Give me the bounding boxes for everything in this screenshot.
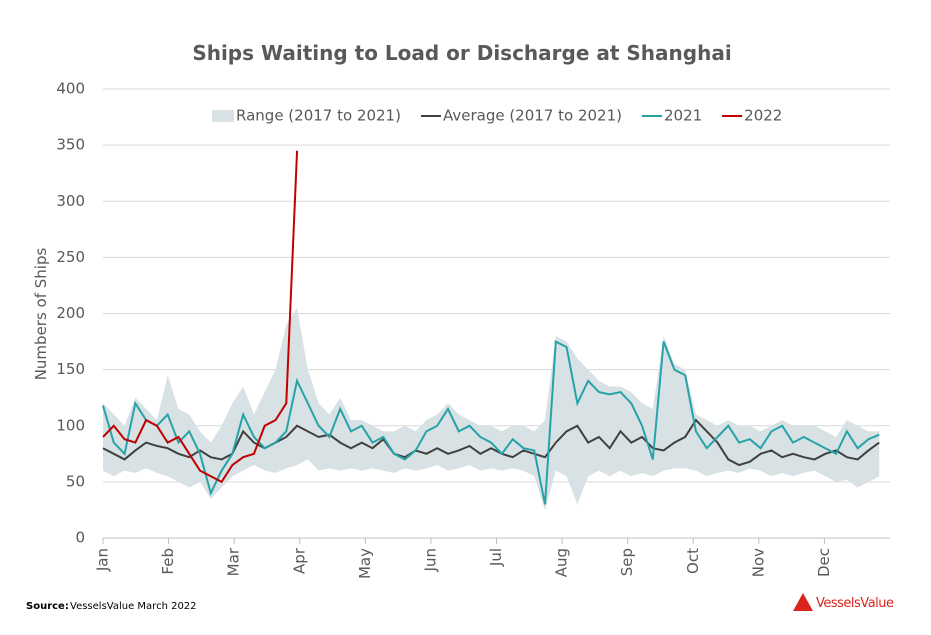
logo: VesselsValue xyxy=(816,596,894,611)
legend-swatch xyxy=(212,110,234,122)
y-tick-label: 300 xyxy=(56,192,85,210)
logo-icon xyxy=(793,593,813,611)
x-tick-label: Dec xyxy=(815,548,833,577)
x-tick-label: Sep xyxy=(618,548,636,576)
x-tick-label: May xyxy=(356,548,374,579)
y-tick-label: 200 xyxy=(56,304,85,322)
legend-label: 2021 xyxy=(664,107,702,125)
legend-label: Average (2017 to 2021) xyxy=(443,107,622,125)
source-label: Source: xyxy=(26,601,69,612)
source: VesselsValue March 2022 xyxy=(70,601,197,612)
x-tick-label: Feb xyxy=(159,548,177,575)
legend-label: 2022 xyxy=(744,107,782,125)
y-axis-label: Numbers of Ships xyxy=(32,248,50,381)
y-tick-label: 0 xyxy=(75,529,85,547)
x-tick-label: Jan xyxy=(94,548,112,572)
y-tick-label: 50 xyxy=(66,472,85,490)
y-tick-label: 400 xyxy=(56,80,85,98)
range-band xyxy=(103,307,880,510)
x-tick-label: Jul xyxy=(487,548,505,567)
x-tick-label: Oct xyxy=(684,548,702,574)
legend-label: Range (2017 to 2021) xyxy=(236,107,401,125)
y-tick-label: 100 xyxy=(56,416,85,434)
x-tick-label: Apr xyxy=(290,547,308,574)
y-tick-label: 350 xyxy=(56,136,85,154)
x-tick-label: Mar xyxy=(225,547,243,576)
x-tick-label: Jun xyxy=(421,548,439,572)
series-line xyxy=(102,339,880,505)
y-tick-label: 150 xyxy=(56,360,85,378)
x-tick-label: Aug xyxy=(553,548,571,577)
series-line xyxy=(102,150,299,484)
chart-title: Ships Waiting to Load or Discharge at Sh… xyxy=(192,41,731,65)
x-tick-label: Nov xyxy=(749,548,767,577)
y-tick-label: 250 xyxy=(56,248,85,266)
